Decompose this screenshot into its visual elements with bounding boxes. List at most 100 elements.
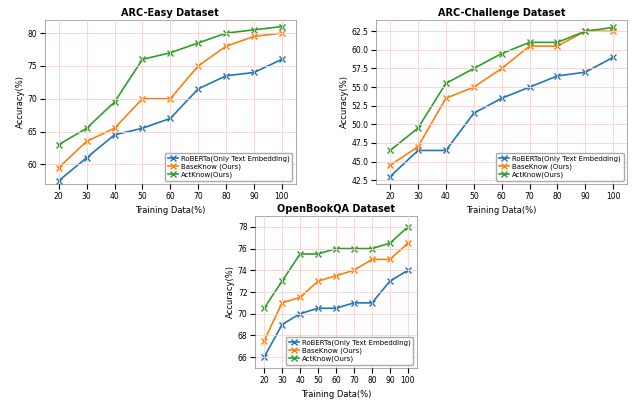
ActKnow(Ours) <box>404 224 412 229</box>
RoBERTa(Only Text Embedding) <box>260 355 268 360</box>
ActKnow(Ours) <box>296 252 304 256</box>
BaseKnow (Ours) <box>83 139 90 144</box>
RoBERTa(Only Text Embedding) <box>314 306 322 311</box>
ActKnow(Ours) <box>314 252 322 256</box>
BaseKnow (Ours) <box>332 273 340 278</box>
RoBERTa(Only Text Embedding) <box>111 132 118 137</box>
BaseKnow (Ours) <box>260 338 268 343</box>
RoBERTa(Only Text Embedding) <box>296 311 304 316</box>
X-axis label: Training Data(%): Training Data(%) <box>301 390 371 399</box>
Y-axis label: Accuracy(%): Accuracy(%) <box>15 76 24 128</box>
BaseKnow (Ours) <box>414 144 422 149</box>
ActKnow(Ours) <box>525 40 533 45</box>
RoBERTa(Only Text Embedding) <box>368 300 376 305</box>
ActKnow(Ours) <box>166 50 174 55</box>
BaseKnow (Ours) <box>498 66 506 71</box>
RoBERTa(Only Text Embedding) <box>350 300 358 305</box>
Line: RoBERTa(Only Text Embedding): RoBERTa(Only Text Embedding) <box>55 56 285 184</box>
RoBERTa(Only Text Embedding) <box>387 174 394 179</box>
Legend: RoBERTa(Only Text Embedding), BaseKnow (Ours), ActKnow(Ours): RoBERTa(Only Text Embedding), BaseKnow (… <box>496 153 624 180</box>
BaseKnow (Ours) <box>386 257 394 262</box>
BaseKnow (Ours) <box>404 241 412 246</box>
BaseKnow (Ours) <box>609 29 617 34</box>
ActKnow(Ours) <box>442 81 450 86</box>
RoBERTa(Only Text Embedding) <box>250 70 258 75</box>
ActKnow(Ours) <box>414 126 422 130</box>
RoBERTa(Only Text Embedding) <box>195 86 202 91</box>
Line: ActKnow(Ours): ActKnow(Ours) <box>55 23 285 148</box>
Line: BaseKnow (Ours): BaseKnow (Ours) <box>260 240 412 344</box>
Legend: RoBERTa(Only Text Embedding), BaseKnow (Ours), ActKnow(Ours): RoBERTa(Only Text Embedding), BaseKnow (… <box>165 153 292 180</box>
Line: RoBERTa(Only Text Embedding): RoBERTa(Only Text Embedding) <box>387 54 617 180</box>
BaseKnow (Ours) <box>278 300 286 305</box>
ActKnow(Ours) <box>260 306 268 311</box>
Title: OpenBookQA Dataset: OpenBookQA Dataset <box>277 204 395 214</box>
Y-axis label: Accuracy(%): Accuracy(%) <box>340 76 349 128</box>
BaseKnow (Ours) <box>250 34 258 39</box>
RoBERTa(Only Text Embedding) <box>442 148 450 153</box>
ActKnow(Ours) <box>83 126 90 131</box>
ActKnow(Ours) <box>387 148 394 153</box>
ActKnow(Ours) <box>582 29 589 34</box>
BaseKnow (Ours) <box>554 44 561 48</box>
BaseKnow (Ours) <box>166 96 174 101</box>
BaseKnow (Ours) <box>111 126 118 131</box>
BaseKnow (Ours) <box>278 31 285 36</box>
ActKnow(Ours) <box>386 241 394 246</box>
Line: ActKnow(Ours): ActKnow(Ours) <box>387 24 617 154</box>
RoBERTa(Only Text Embedding) <box>55 178 63 183</box>
RoBERTa(Only Text Embedding) <box>332 306 340 311</box>
RoBERTa(Only Text Embedding) <box>498 96 506 101</box>
BaseKnow (Ours) <box>525 44 533 48</box>
ActKnow(Ours) <box>278 24 285 29</box>
ActKnow(Ours) <box>470 66 477 71</box>
Line: BaseKnow (Ours): BaseKnow (Ours) <box>55 30 285 171</box>
Line: ActKnow(Ours): ActKnow(Ours) <box>260 223 412 312</box>
X-axis label: Training Data(%): Training Data(%) <box>467 206 537 215</box>
BaseKnow (Ours) <box>195 64 202 68</box>
ActKnow(Ours) <box>195 40 202 45</box>
BaseKnow (Ours) <box>314 279 322 284</box>
BaseKnow (Ours) <box>368 257 376 262</box>
BaseKnow (Ours) <box>387 163 394 168</box>
ActKnow(Ours) <box>139 57 147 62</box>
Y-axis label: Accuracy(%): Accuracy(%) <box>226 266 235 318</box>
Title: ARC-Easy Dataset: ARC-Easy Dataset <box>122 8 219 18</box>
ActKnow(Ours) <box>554 40 561 45</box>
RoBERTa(Only Text Embedding) <box>278 57 285 62</box>
ActKnow(Ours) <box>250 28 258 32</box>
BaseKnow (Ours) <box>296 295 304 300</box>
RoBERTa(Only Text Embedding) <box>582 70 589 74</box>
RoBERTa(Only Text Embedding) <box>609 55 617 60</box>
RoBERTa(Only Text Embedding) <box>83 155 90 160</box>
ActKnow(Ours) <box>498 51 506 56</box>
BaseKnow (Ours) <box>139 96 147 101</box>
RoBERTa(Only Text Embedding) <box>222 73 230 78</box>
BaseKnow (Ours) <box>442 96 450 101</box>
ActKnow(Ours) <box>278 279 286 284</box>
ActKnow(Ours) <box>55 142 63 147</box>
BaseKnow (Ours) <box>222 44 230 49</box>
RoBERTa(Only Text Embedding) <box>470 111 477 116</box>
RoBERTa(Only Text Embedding) <box>414 148 422 153</box>
Title: ARC-Challenge Dataset: ARC-Challenge Dataset <box>438 8 565 18</box>
X-axis label: Training Data(%): Training Data(%) <box>135 206 205 215</box>
ActKnow(Ours) <box>368 246 376 251</box>
ActKnow(Ours) <box>332 246 340 251</box>
RoBERTa(Only Text Embedding) <box>386 279 394 284</box>
BaseKnow (Ours) <box>55 165 63 170</box>
ActKnow(Ours) <box>350 246 358 251</box>
RoBERTa(Only Text Embedding) <box>525 85 533 90</box>
RoBERTa(Only Text Embedding) <box>404 268 412 273</box>
RoBERTa(Only Text Embedding) <box>278 322 286 327</box>
Legend: RoBERTa(Only Text Embedding), BaseKnow (Ours), ActKnow(Ours): RoBERTa(Only Text Embedding), BaseKnow (… <box>286 337 413 364</box>
Line: RoBERTa(Only Text Embedding): RoBERTa(Only Text Embedding) <box>260 267 412 361</box>
RoBERTa(Only Text Embedding) <box>166 116 174 121</box>
BaseKnow (Ours) <box>350 268 358 273</box>
ActKnow(Ours) <box>111 100 118 104</box>
RoBERTa(Only Text Embedding) <box>554 74 561 78</box>
ActKnow(Ours) <box>609 25 617 30</box>
RoBERTa(Only Text Embedding) <box>139 126 147 131</box>
Line: BaseKnow (Ours): BaseKnow (Ours) <box>387 28 617 169</box>
BaseKnow (Ours) <box>582 29 589 34</box>
